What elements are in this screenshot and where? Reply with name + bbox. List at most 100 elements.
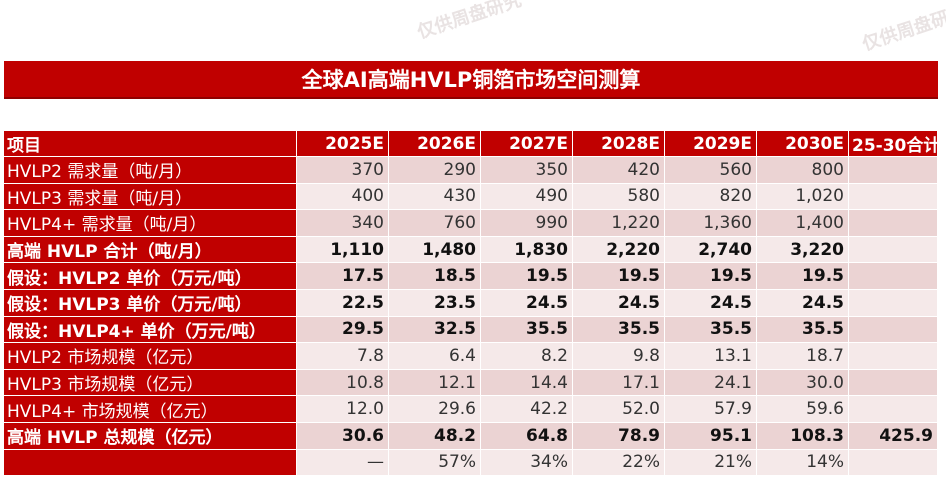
value-cell: 32.5 — [389, 316, 481, 344]
header-cell: 2029E — [665, 131, 757, 157]
value-cell: 990 — [481, 210, 573, 237]
header-cell: 2025E — [297, 131, 389, 157]
row-label: HVLP3 需求量（吨/月） — [4, 183, 297, 211]
market-size-table: 项目 2025E 2026E 2027E 2028E 2029E 2030E 2… — [4, 131, 938, 477]
value-cell: 24.1 — [665, 369, 757, 397]
value-cell — [849, 289, 938, 317]
value-cell: 52.0 — [573, 396, 665, 423]
row-label — [4, 449, 297, 477]
value-cell: 760 — [389, 210, 481, 237]
row-label: HVLP3 市场规模（亿元） — [4, 369, 297, 397]
value-cell — [849, 343, 938, 370]
table-row: 假设：HVLP4+ 单价（万元/吨） 29.5 32.5 35.5 35.5 35.5 35… — [4, 316, 938, 344]
header-cell: 2026E — [389, 131, 481, 157]
value-cell: 490 — [481, 183, 573, 211]
value-cell: 23.5 — [389, 289, 481, 317]
value-cell: 8.2 — [481, 343, 573, 370]
value-cell: 95.1 — [665, 422, 757, 450]
value-cell — [849, 157, 938, 184]
watermark-text: 仅供周盘研究 — [859, 1, 946, 56]
value-cell: 35.5 — [665, 316, 757, 344]
value-cell: 78.9 — [573, 422, 665, 450]
value-cell — [849, 369, 938, 397]
value-cell: 64.8 — [481, 422, 573, 450]
row-label: 高端 HVLP 总规模（亿元） — [4, 422, 297, 450]
table-row: 高端 HVLP 总规模（亿元） 30.6 48.2 64.8 78.9 95.1 108.3… — [4, 422, 938, 450]
value-cell: 1,360 — [665, 210, 757, 237]
value-cell: 21% — [665, 449, 757, 477]
value-cell: 420 — [573, 157, 665, 184]
value-cell: 560 — [665, 157, 757, 184]
value-cell: 430 — [389, 183, 481, 211]
value-cell: 19.5 — [665, 263, 757, 290]
value-cell: 19.5 — [573, 263, 665, 290]
value-cell: 400 — [297, 183, 389, 211]
value-cell: 800 — [757, 157, 849, 184]
value-cell: 42.2 — [481, 396, 573, 423]
row-label: 假设：HVLP3 单价（万元/吨） — [4, 289, 297, 317]
table-row: —57% 34% 22% 21% 14% — [4, 449, 938, 477]
row-label: HVLP4+ 市场规模（亿元） — [4, 396, 297, 423]
value-cell: 580 — [573, 183, 665, 211]
value-cell: 35.5 — [573, 316, 665, 344]
value-cell: 350 — [481, 157, 573, 184]
value-cell: 9.8 — [573, 343, 665, 370]
value-cell: 820 — [665, 183, 757, 211]
value-cell: 30.6 — [297, 422, 389, 450]
value-cell: 19.5 — [757, 263, 849, 290]
value-cell: 57% — [389, 449, 481, 477]
row-label: HVLP2 市场规模（亿元） — [4, 343, 297, 370]
value-cell: 10.8 — [297, 369, 389, 397]
table-row: HVLP3 市场规模（亿元） 10.8 12.1 14.4 17.1 24.1 30.0 — [4, 369, 938, 397]
value-cell: 2,740 — [665, 236, 757, 264]
value-cell: 30.0 — [757, 369, 849, 397]
row-label: 假设：HVLP4+ 单价（万元/吨） — [4, 316, 297, 344]
table-row: 高端 HVLP 合计（吨/月） 1,110 1,480 1,830 2,220 2,740… — [4, 236, 938, 264]
value-cell — [849, 449, 938, 477]
value-cell: 2,220 — [573, 236, 665, 264]
watermark-text: 仅供周盘研究 — [414, 0, 525, 44]
row-label: HVLP4+ 需求量（吨/月） — [4, 210, 297, 237]
value-cell: 59.6 — [757, 396, 849, 423]
value-cell: 1,400 — [757, 210, 849, 237]
value-cell: 48.2 — [389, 422, 481, 450]
value-cell: 17.5 — [297, 263, 389, 290]
value-cell: 24.5 — [757, 289, 849, 317]
value-cell: 340 — [297, 210, 389, 237]
value-cell: 24.5 — [573, 289, 665, 317]
header-cell: 2027E — [481, 131, 573, 157]
value-cell: 18.5 — [389, 263, 481, 290]
value-cell: 35.5 — [757, 316, 849, 344]
value-cell: 7.8 — [297, 343, 389, 370]
value-cell — [849, 316, 938, 344]
value-cell: 1,480 — [389, 236, 481, 264]
value-cell: 12.1 — [389, 369, 481, 397]
value-cell: 19.5 — [481, 263, 573, 290]
value-cell: 22% — [573, 449, 665, 477]
value-cell: 17.1 — [573, 369, 665, 397]
table-row: HVLP2 市场规模（亿元） 7.8 6.4 8.2 9.8 13.1 18.7 — [4, 343, 938, 370]
table-row: HVLP4+ 市场规模（亿元） 12.0 29.6 42.2 52.0 57.9 59.6 — [4, 396, 938, 423]
value-cell: 34% — [481, 449, 573, 477]
value-cell: 1,830 — [481, 236, 573, 264]
table-row: 假设：HVLP3 单价（万元/吨） 22.5 23.5 24.5 24.5 24.5 24.… — [4, 289, 938, 317]
header-cell: 2028E — [573, 131, 665, 157]
value-cell: 6.4 — [389, 343, 481, 370]
value-cell: 22.5 — [297, 289, 389, 317]
table-row: HVLP4+ 需求量（吨/月） 340 760 990 1,220 1,360 1,400 — [4, 210, 938, 237]
value-cell: 1,020 — [757, 183, 849, 211]
header-cell: 项目 — [4, 131, 297, 157]
table-row: HVLP2 需求量（吨/月） 370 290 350 420 560 800 — [4, 157, 938, 184]
value-cell: — — [297, 449, 389, 477]
value-cell: 29.6 — [389, 396, 481, 423]
value-cell: 14% — [757, 449, 849, 477]
value-cell — [849, 183, 938, 211]
value-cell — [849, 210, 938, 237]
value-cell: 3,220 — [757, 236, 849, 264]
header-cell: 25-30合计 — [849, 131, 938, 157]
row-label: HVLP2 需求量（吨/月） — [4, 157, 297, 184]
value-cell: 18.7 — [757, 343, 849, 370]
value-cell: 370 — [297, 157, 389, 184]
value-cell: 24.5 — [665, 289, 757, 317]
header-row: 项目 2025E 2026E 2027E 2028E 2029E 2030E 2… — [4, 131, 938, 157]
